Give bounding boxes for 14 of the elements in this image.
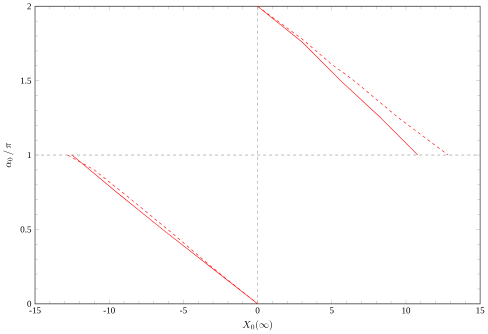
y-tick-label: 0 — [27, 300, 32, 308]
y-tick-label: 0.5 — [20, 226, 32, 233]
x-tick-label: 0 — [256, 308, 260, 314]
y-tick-label: 1 — [28, 152, 31, 158]
y-tick-label: 1.5 — [21, 78, 32, 84]
x-tick-label: -5 — [180, 308, 187, 314]
x-tick-label: -15 — [29, 308, 41, 314]
x-tick-label: -10 — [104, 308, 115, 314]
x-tick-label: 10 — [402, 308, 410, 314]
x-axis-title: $X_0(\infty)$ — [242, 320, 272, 330]
x-tick-label: 15 — [476, 308, 484, 314]
x-tick-label: 5 — [330, 308, 334, 314]
y-tick-label: 2 — [27, 4, 31, 10]
y-axis-title: $\alpha_0\,/\,\pi$ — [3, 142, 14, 168]
